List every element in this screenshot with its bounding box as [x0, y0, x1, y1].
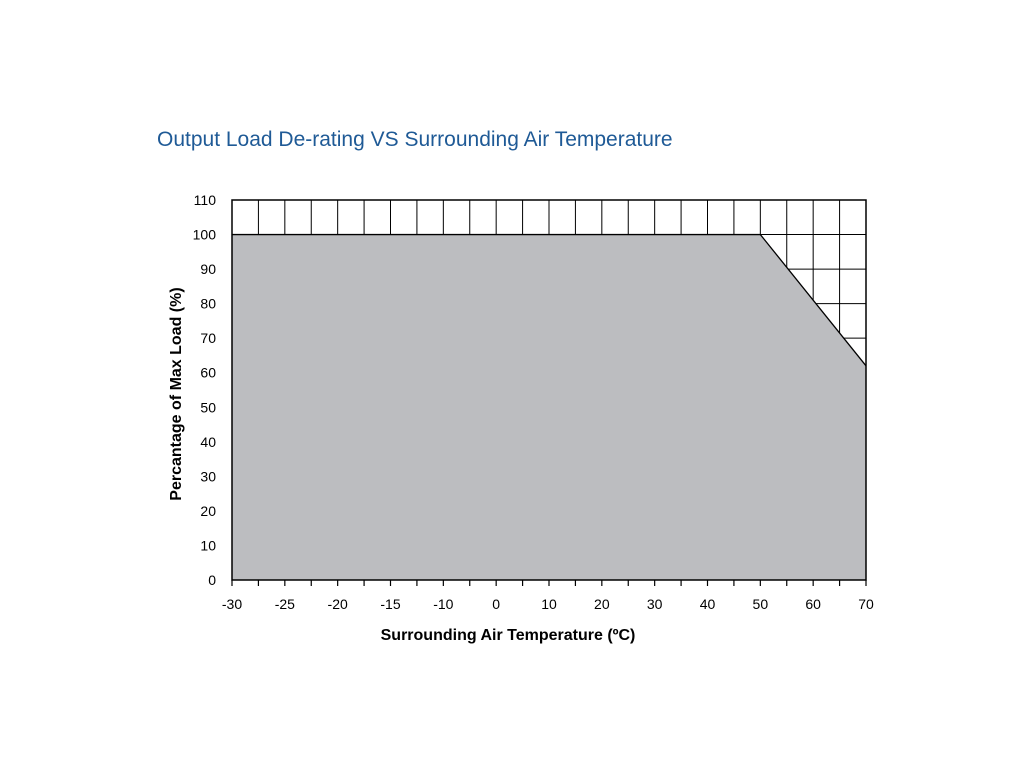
x-tick-label: -30 [222, 596, 242, 612]
y-tick-label: 90 [200, 261, 216, 277]
x-tick-label: -20 [328, 596, 348, 612]
x-tick-label: 40 [700, 596, 716, 612]
x-tick-label: 50 [753, 596, 769, 612]
y-axis-ticks: 0 10 20 30 40 50 60 70 80 90 100 110 [193, 192, 217, 588]
y-tick-label: 40 [200, 434, 216, 450]
x-tick-label: -25 [275, 596, 295, 612]
x-axis-ticks: -30 -25 -20 -15 -10 0 10 20 30 40 50 60 70 [222, 580, 874, 612]
chart-title: Output Load De-rating VS Surrounding Air… [157, 128, 673, 151]
x-tick-label: 0 [492, 596, 500, 612]
x-tick-label: 60 [805, 596, 821, 612]
y-tick-label: 100 [193, 227, 217, 243]
y-tick-label: 60 [200, 365, 216, 381]
y-tick-label: 70 [200, 330, 216, 346]
y-tick-label: 30 [200, 468, 216, 484]
x-axis-title: Surrounding Air Temperature (ºC) [381, 627, 636, 644]
y-tick-label: 0 [208, 572, 216, 588]
load-line [232, 233, 867, 367]
x-tick-label: 70 [858, 596, 874, 612]
y-tick-label: 50 [200, 399, 216, 415]
load-area [232, 234, 866, 580]
x-tick-label: 30 [647, 596, 663, 612]
y-tick-label: 80 [200, 296, 216, 312]
x-tick-label: -10 [433, 596, 453, 612]
y-tick-label: 20 [200, 503, 216, 519]
y-tick-label: 10 [200, 537, 216, 553]
x-tick-label: -15 [380, 596, 400, 612]
y-tick-label: 110 [194, 192, 217, 208]
x-tick-label: 20 [594, 596, 610, 612]
y-axis-title: Percantage of Max Load (%) [168, 287, 185, 500]
x-tick-label: 10 [541, 596, 557, 612]
